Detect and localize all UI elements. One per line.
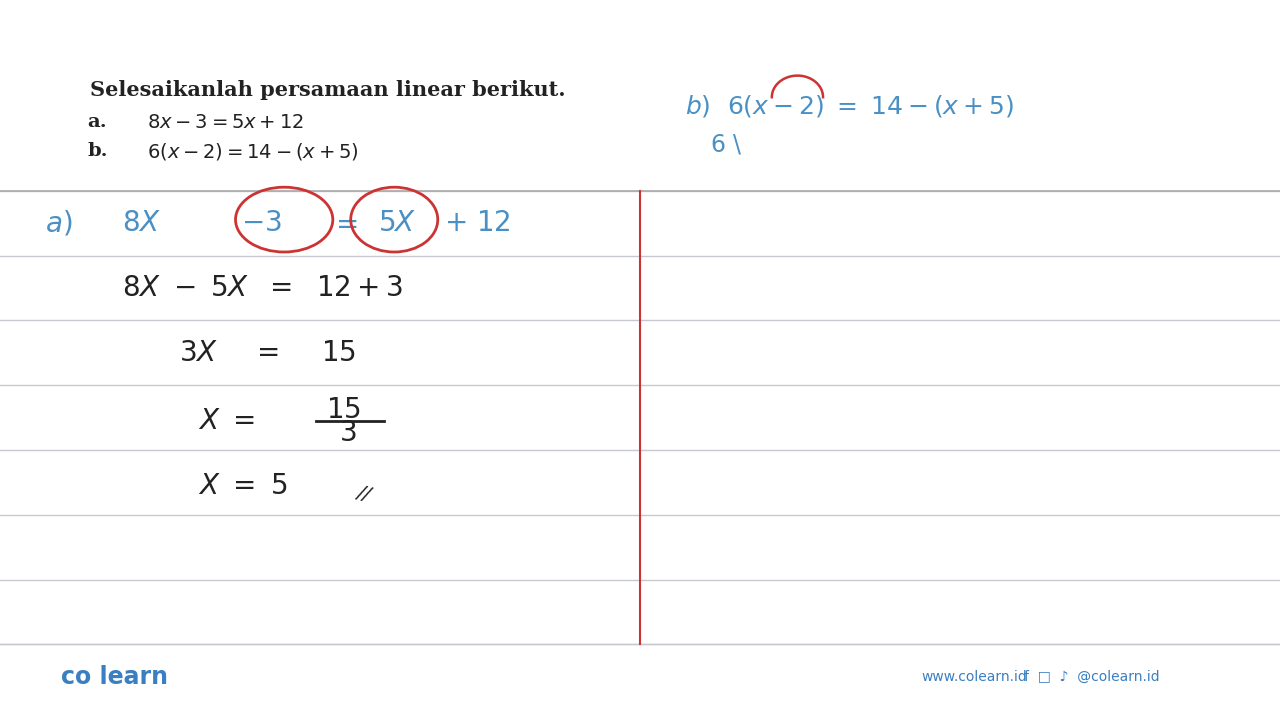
Text: $6(x-2)\ =\ 14-(x+5)$: $6(x-2)\ =\ 14-(x+5)$ (727, 93, 1014, 119)
Text: $6\ \backslash$: $6\ \backslash$ (710, 132, 744, 156)
Text: $=$: $=$ (330, 210, 358, 237)
Text: f  □  ♪  @colearn.id: f □ ♪ @colearn.id (1024, 670, 1160, 684)
Text: co learn: co learn (61, 665, 169, 689)
Text: $3$: $3$ (339, 420, 357, 447)
Text: //: // (355, 482, 372, 504)
Text: $5X$: $5X$ (378, 210, 416, 237)
Text: $b)$: $b)$ (685, 93, 710, 119)
Text: $15$: $15$ (326, 397, 361, 424)
Text: www.colearn.id: www.colearn.id (922, 670, 1028, 684)
Text: $a)$: $a)$ (45, 209, 72, 238)
Text: $+\ 12$: $+\ 12$ (444, 210, 511, 237)
Text: b.: b. (87, 143, 108, 161)
Text: $X\ =\ 5$: $X\ =\ 5$ (198, 472, 288, 500)
Text: Selesaikanlah persamaan linear berikut.: Selesaikanlah persamaan linear berikut. (90, 80, 566, 100)
Text: $8X$: $8X$ (122, 210, 161, 237)
Text: $8X\ -\ 5X\ \ =\ \ 12+3$: $8X\ -\ 5X\ \ =\ \ 12+3$ (122, 274, 403, 302)
Text: $3X\ \ \ \ =\ \ \ \ 15$: $3X\ \ \ \ =\ \ \ \ 15$ (179, 339, 356, 366)
Text: $6(x - 2) = 14 - (x + 5)$: $6(x - 2) = 14 - (x + 5)$ (147, 140, 358, 162)
Text: $X\ =$: $X\ =$ (198, 408, 256, 435)
Text: a.: a. (87, 114, 106, 132)
Text: $8x - 3 = 5x + 12$: $8x - 3 = 5x + 12$ (147, 113, 305, 132)
Text: $-3$: $-3$ (241, 210, 282, 237)
